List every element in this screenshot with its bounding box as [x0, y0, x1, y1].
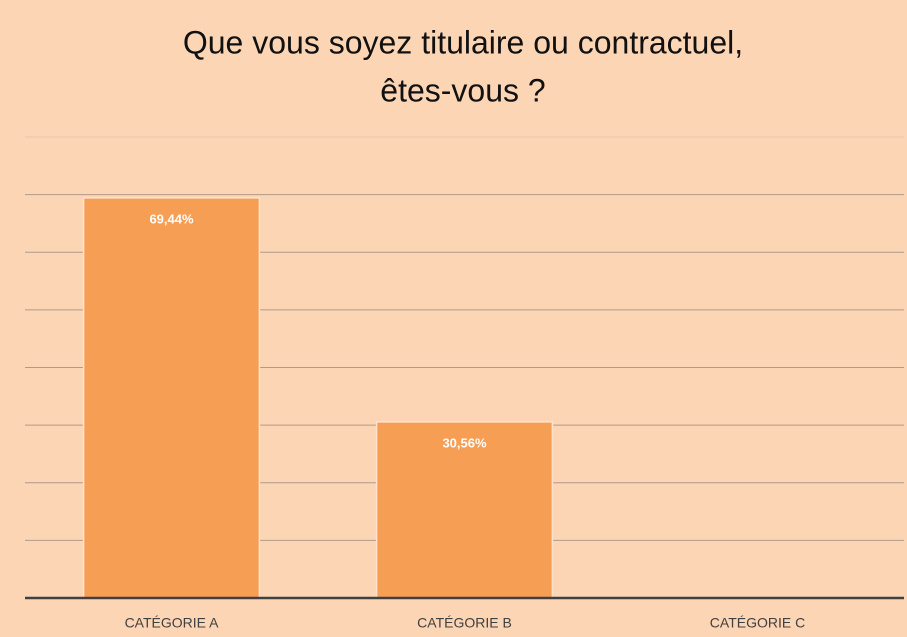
chart-title: êtes-vous ?: [380, 72, 545, 108]
data-label: 30,56%: [442, 435, 487, 450]
x-tick-label: CATÉGORIE A: [125, 615, 220, 631]
bar: [82, 197, 261, 599]
x-tick-label: CATÉGORIE B: [417, 615, 512, 631]
x-tick-label: CATÉGORIE C: [710, 615, 805, 631]
data-label: 69,44%: [149, 211, 194, 226]
chart-title: Que vous soyez titulaire ou contractuel,: [183, 24, 743, 60]
bar: [375, 421, 554, 599]
